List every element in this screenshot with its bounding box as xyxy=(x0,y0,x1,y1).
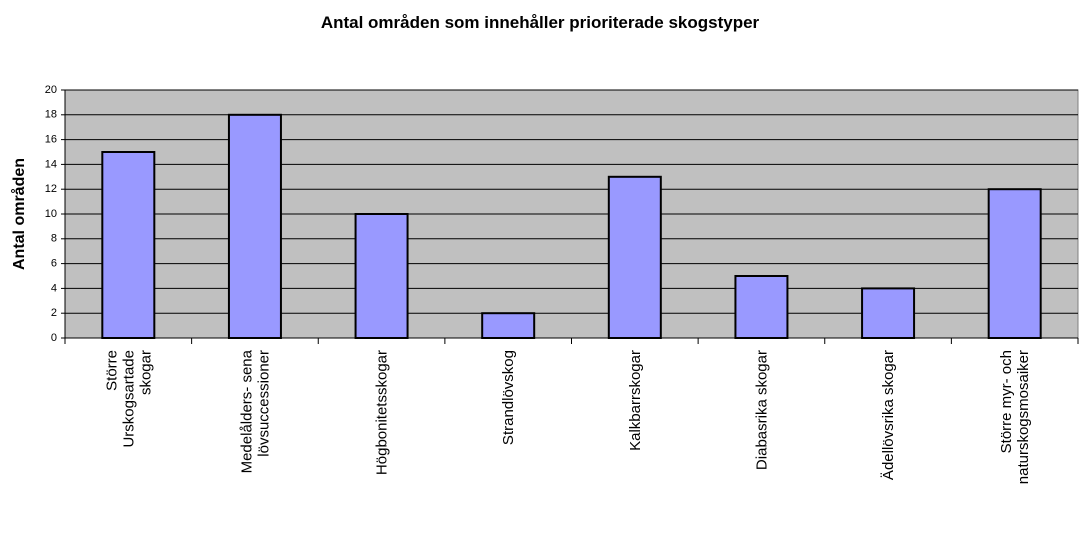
bar xyxy=(861,287,916,339)
x-tick-label: Strandlövskog xyxy=(500,350,517,445)
y-tick-label: 6 xyxy=(51,258,57,270)
bar xyxy=(481,312,536,340)
y-axis-title: Antal områden xyxy=(10,158,28,270)
y-tick-label: 16 xyxy=(45,134,57,146)
bar xyxy=(101,151,156,339)
x-tick-label: Medelålders- senalövsuccessioner xyxy=(238,349,272,473)
bar xyxy=(354,213,409,339)
y-tick-label: 8 xyxy=(51,233,57,245)
x-tick-label: Kalkbarrskogar xyxy=(627,350,644,451)
bar xyxy=(607,175,662,339)
x-tick-label: Ädellövsrika skogar xyxy=(880,350,897,480)
bar xyxy=(734,275,789,339)
x-tick-label: StörreUrskogsartadeskogar xyxy=(103,350,154,448)
y-tick-label: 4 xyxy=(51,282,57,294)
x-tick-label: Högbonitetsskogar xyxy=(374,350,391,475)
x-tick-label: Större myr- ochnaturskogsmosaiker xyxy=(998,350,1032,484)
y-tick-label: 20 xyxy=(45,84,57,96)
chart-title: Antal områden som innehåller prioriterad… xyxy=(321,13,760,32)
y-tick-label: 10 xyxy=(45,208,57,220)
y-tick-label: 18 xyxy=(45,109,57,121)
y-tick-label: 14 xyxy=(45,158,57,170)
bar xyxy=(987,188,1042,339)
y-tick-label: 0 xyxy=(51,332,57,344)
y-tick-label: 12 xyxy=(45,183,57,195)
y-tick-label: 2 xyxy=(51,307,57,319)
x-tick-label: Diabasrika skogar xyxy=(753,350,770,470)
bar xyxy=(227,113,282,339)
